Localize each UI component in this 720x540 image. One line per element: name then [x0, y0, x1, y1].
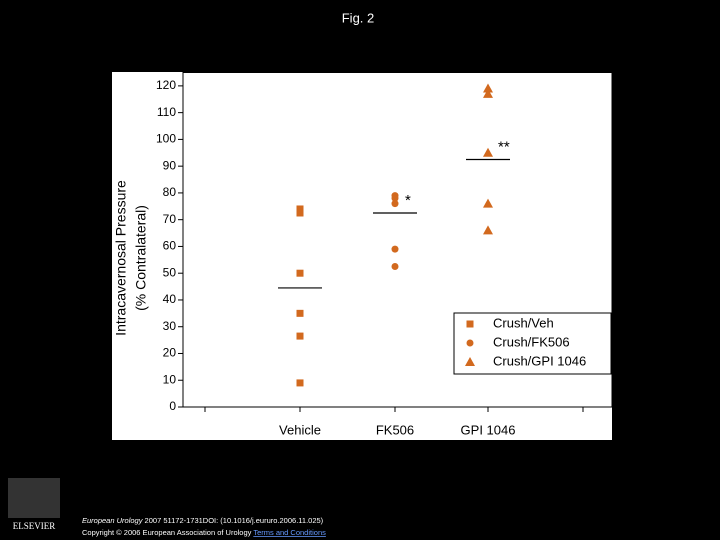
legend-label: Crush/FK506: [493, 334, 570, 349]
point: [483, 83, 493, 93]
x-ticks: [204, 407, 584, 412]
point: [483, 147, 493, 157]
y-tick-label: 60: [163, 239, 177, 253]
point: [296, 269, 304, 277]
y-tick-label: 20: [163, 346, 177, 360]
point: [391, 194, 399, 202]
chart-panel: [112, 72, 612, 440]
y-tick-label: 40: [163, 292, 177, 306]
point: [483, 225, 493, 235]
point: [391, 245, 399, 253]
y-tick-label: 0: [169, 399, 176, 413]
y-axis-label: Intracavernosal Pressure: [113, 180, 129, 336]
y-tick-label: 80: [163, 185, 177, 199]
plot-frame: [182, 72, 613, 408]
legend-label: Crush/Veh: [493, 315, 554, 330]
y-tick-label: 30: [163, 319, 177, 333]
logo-image: [8, 478, 60, 518]
x-tick-label: Vehicle: [279, 422, 321, 437]
legend-marker: [465, 357, 475, 366]
y-tick-label: 10: [163, 372, 177, 386]
point: [296, 205, 304, 213]
y-tick-label: 110: [157, 105, 176, 119]
point: [391, 200, 399, 208]
legend-marker: [466, 339, 474, 347]
journal: European Urology: [82, 516, 144, 525]
point: [296, 332, 304, 340]
significance: *: [405, 192, 411, 209]
citation-text: 2007 51172-1731DOI: (10.1016/j.eururo.20…: [142, 516, 323, 525]
legend-label: Crush/GPI 1046: [493, 353, 586, 368]
y-tick-label: 100: [156, 132, 176, 146]
y-tick-label: 90: [163, 158, 177, 172]
copyright: Copyright © 2006 European Association of…: [82, 528, 326, 537]
y-axis-label: (% Contralateral): [133, 205, 149, 311]
x-tick-label: GPI 1046: [461, 422, 516, 437]
x-tick-label: FK506: [376, 422, 414, 437]
point: [296, 209, 304, 217]
copyright-text: Copyright © 2006 European Association of…: [82, 528, 253, 537]
point: [391, 263, 399, 271]
logo-text: ELSEVIER: [13, 521, 56, 531]
significance: **: [498, 138, 510, 155]
point: [483, 88, 493, 98]
point: [483, 198, 493, 208]
legend-marker: [466, 320, 474, 328]
point: [296, 309, 304, 317]
citation: European Urology 2007 51172-1731DOI: (10…: [82, 516, 324, 525]
y-tick-label: 120: [156, 78, 176, 92]
y-tick-label: 70: [163, 212, 177, 226]
chart-title: Fig. 2: [342, 10, 375, 25]
point: [296, 379, 304, 387]
y-tick-label: 50: [163, 265, 177, 279]
terms-link[interactable]: Terms and Conditions: [253, 528, 326, 537]
legend-box: [453, 312, 612, 375]
